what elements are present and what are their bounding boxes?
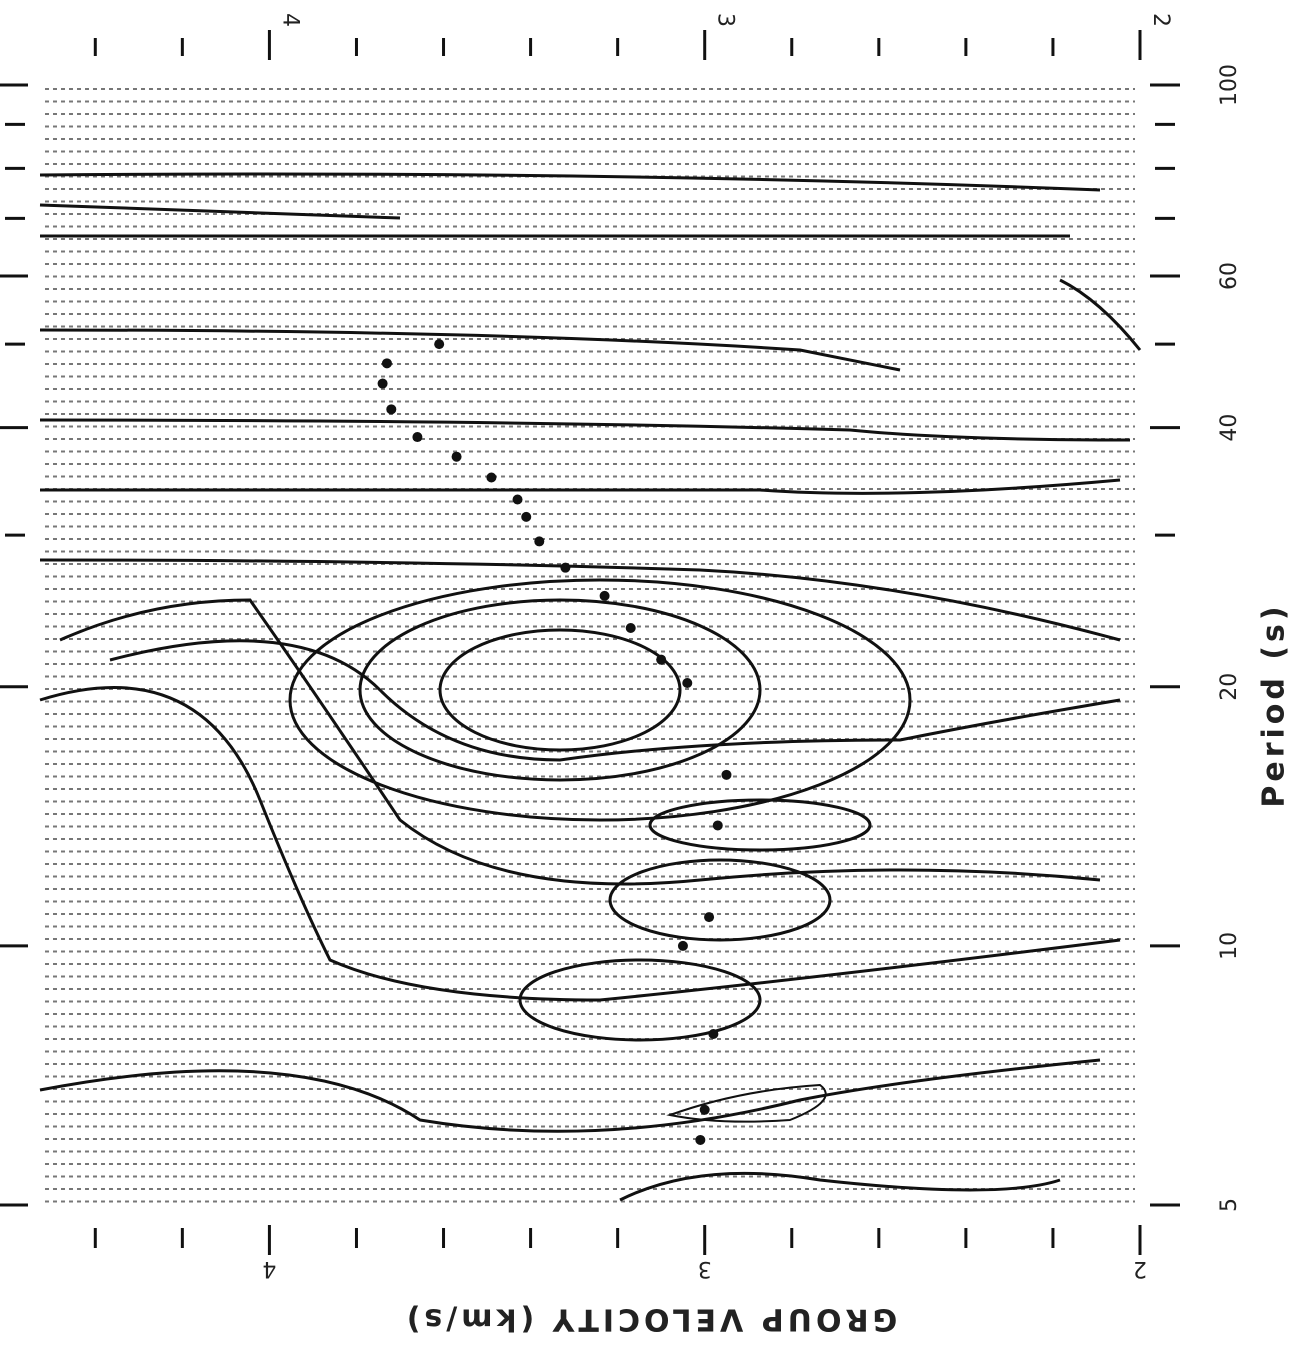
contour	[518, 958, 762, 1042]
data-point	[599, 590, 610, 601]
contour	[39, 1058, 1101, 1133]
x-axis-label: Period (s)	[1257, 602, 1292, 807]
contour	[648, 798, 872, 852]
contour	[59, 598, 1101, 886]
contour	[39, 558, 1121, 642]
y-tick-label: 2	[1133, 1256, 1147, 1281]
data-point	[699, 1104, 710, 1115]
x-tick-label: 100	[1217, 64, 1242, 106]
y-tick-label: 3	[713, 13, 738, 27]
data-point	[708, 1028, 719, 1039]
data-point	[377, 378, 388, 389]
data-point	[434, 339, 445, 350]
contour	[39, 418, 1131, 442]
raster-rows	[45, 88, 1135, 1203]
data-point	[521, 511, 532, 522]
data-point	[721, 769, 732, 780]
x-tick-label: 40	[1217, 414, 1242, 442]
hatched-region	[666, 1083, 827, 1123]
data-point	[512, 494, 523, 505]
contour	[109, 639, 1121, 762]
data-point	[486, 472, 497, 483]
data-point	[560, 562, 571, 573]
contour	[619, 1171, 1061, 1202]
data-point	[682, 677, 693, 688]
contour	[1059, 278, 1142, 351]
data-point	[381, 358, 392, 369]
data-point	[625, 623, 636, 634]
contour	[358, 598, 762, 782]
y-axis-label: GROUP VELOCITY (km/s)	[403, 1302, 898, 1337]
contours	[39, 172, 1142, 1202]
x-tick-label: 5	[1217, 1198, 1242, 1212]
y-tick-label: 2	[1148, 13, 1173, 27]
contour	[39, 686, 1121, 1002]
data-point	[656, 654, 667, 665]
contour	[39, 172, 1101, 192]
data-point	[695, 1134, 706, 1145]
x-tick-label: 60	[1217, 262, 1242, 290]
contour	[39, 328, 901, 372]
data-point	[704, 912, 715, 923]
data-point	[677, 940, 688, 951]
y-tick-label: 4	[262, 1256, 276, 1281]
contour	[40, 478, 1121, 495]
y-tick-label: 3	[698, 1256, 712, 1281]
data-point	[386, 404, 397, 415]
contour	[288, 578, 912, 822]
contour	[608, 858, 832, 942]
data-point	[712, 820, 723, 831]
x-tick-label: 10	[1217, 932, 1242, 960]
contour	[438, 628, 682, 752]
y-tick-label: 4	[277, 13, 302, 27]
data-point	[412, 432, 423, 443]
x-tick-label: 20	[1217, 673, 1242, 701]
data-point	[534, 536, 545, 547]
contour	[39, 203, 401, 220]
data-point	[451, 451, 462, 462]
